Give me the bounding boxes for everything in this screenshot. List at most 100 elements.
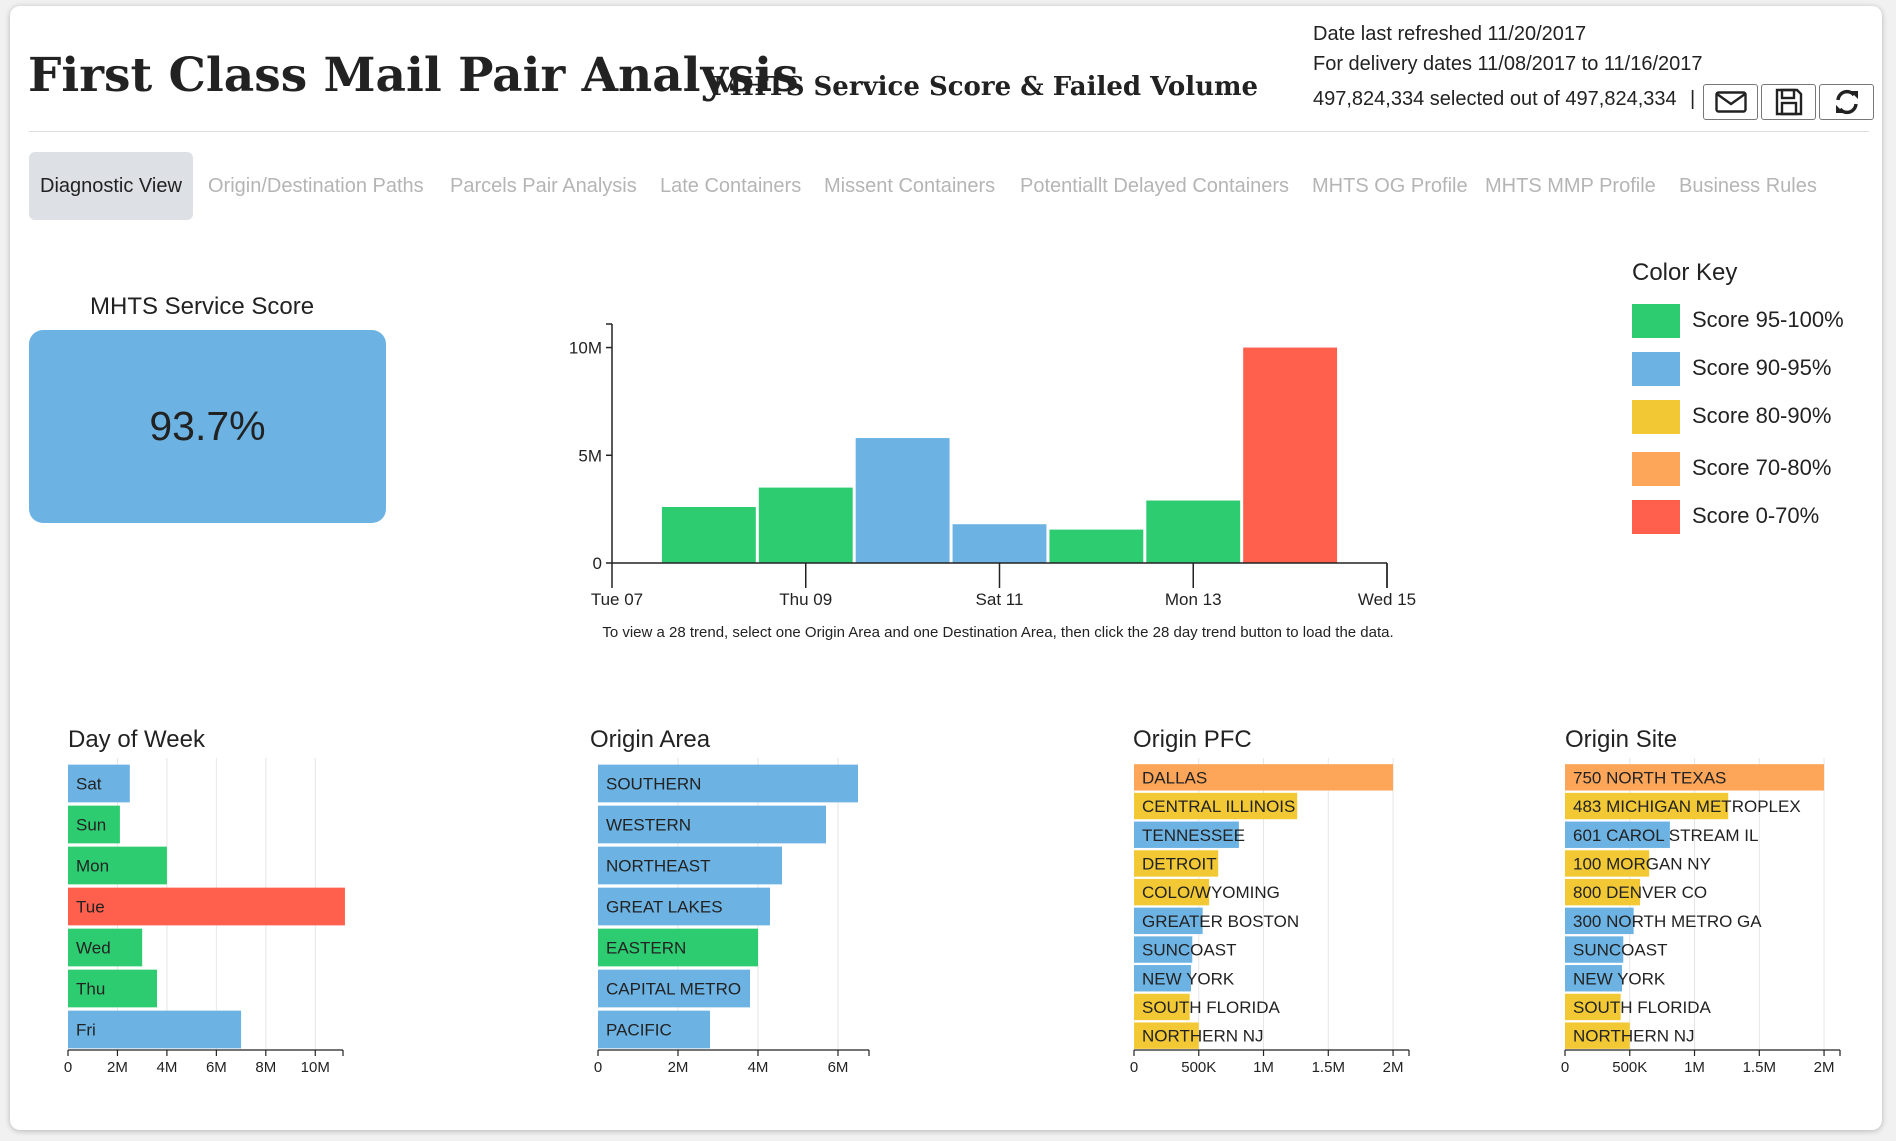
x-tick-label: 4M	[748, 1059, 769, 1076]
bar-800-denver-co	[1565, 878, 1641, 906]
bar-tue	[68, 887, 345, 926]
origin-pfc-chart: DALLAS CENTRAL ILLINOIS TENNESSEE DETROIT CO…	[1130, 758, 1410, 1076]
color-key-swatch-red	[1632, 500, 1680, 534]
bar-greater-boston	[1134, 907, 1203, 935]
bar-south-florida	[1565, 993, 1621, 1021]
bar-sun	[68, 805, 120, 844]
color-key-title: Color Key	[1632, 259, 1738, 286]
origin-area-chart: SOUTHERN WESTERN NORTHEAST GREAT LAKES EASTE…	[594, 758, 870, 1076]
delivery-dates: For delivery dates 11/08/2017 to 11/16/2…	[1313, 53, 1703, 75]
x-tick-label: 0	[1130, 1059, 1138, 1076]
bar-tennessee	[1134, 821, 1239, 848]
bar-label-northern-nj: NORTHERN NJ	[1142, 1027, 1264, 1046]
tab-mhts-mmp-profile[interactable]: MHTS MMP Profile	[1485, 175, 1656, 197]
trend-bar	[952, 524, 1047, 563]
x-tick-label: 500K	[1612, 1059, 1647, 1076]
refresh-date: Date last refreshed 11/20/2017	[1313, 23, 1587, 45]
email-button[interactable]	[1703, 84, 1758, 120]
x-tick-label: 10M	[301, 1059, 330, 1076]
trend-bar	[1049, 529, 1144, 563]
bar-label-sun: Sun	[76, 816, 106, 835]
bar-label-fri: Fri	[76, 1021, 96, 1040]
refresh-button[interactable]	[1819, 84, 1874, 120]
trend-y-tick-label: 5M	[578, 446, 602, 465]
selection-count: 497,824,334 selected out of 497,824,334	[1313, 88, 1677, 110]
bar-northern-nj	[1565, 1022, 1630, 1049]
bar-601-carol-stream-il	[1565, 821, 1670, 848]
bar-label-dallas: DALLAS	[1142, 768, 1207, 787]
bar-dallas	[1134, 764, 1394, 791]
x-tick-label: 0	[1561, 1059, 1569, 1076]
bar-label-western: WESTERN	[606, 816, 691, 835]
x-tick-label: 1.5M	[1743, 1059, 1776, 1076]
color-key-label-red: Score 0-70%	[1692, 503, 1820, 528]
x-tick-label: 1.5M	[1312, 1059, 1345, 1076]
bar-northeast	[598, 846, 782, 885]
bar-label-800-denver-co: 800 DENVER CO	[1573, 883, 1707, 902]
bar-label-sat: Sat	[76, 775, 102, 794]
bar-label-mon: Mon	[76, 857, 109, 876]
bar-suncoast	[1565, 936, 1624, 963]
bar-colo-wyoming	[1134, 878, 1210, 906]
trend-y-tick-label: 0	[593, 554, 602, 573]
tab-origin-destination-paths[interactable]: Origin/Destination Paths	[208, 175, 424, 197]
tab-parcels-pair-analysis[interactable]: Parcels Pair Analysis	[450, 175, 637, 197]
bar-label-new-york: NEW YORK	[1142, 969, 1235, 988]
bar-label-south-florida: SOUTH FLORIDA	[1573, 998, 1712, 1017]
failed-volume-trend-chart: 0 5M 10M Tue 07 Thu 09 Sat 11 Mon 13 Wed 15 To v…	[569, 323, 1416, 641]
save-icon	[1775, 88, 1802, 116]
bar-483-michigan-metroplex	[1565, 792, 1729, 820]
bar-northern-nj	[1134, 1022, 1199, 1049]
bar-great-lakes	[598, 887, 770, 926]
origin-site-chart: 750 NORTH TEXAS 483 MICHIGAN METROPLEX 601…	[1561, 758, 1841, 1076]
color-key-swatch-orange	[1632, 452, 1680, 486]
trend-x-tick-label: Mon 13	[1165, 590, 1222, 609]
tab-diagnostic-view[interactable]: Diagnostic View	[29, 152, 193, 220]
bar-label-pacific: PACIFIC	[606, 1021, 672, 1040]
bar-label-southern: SOUTHERN	[606, 775, 701, 794]
x-tick-label: 2M	[668, 1059, 689, 1076]
score-value: 93.7%	[149, 403, 266, 449]
origin-pfc-title: Origin PFC	[1133, 726, 1252, 753]
trend-x-tick-label: Sat 11	[976, 590, 1024, 609]
color-key-label-yellow: Score 80-90%	[1692, 403, 1832, 428]
x-tick-label: 8M	[255, 1059, 276, 1076]
bar-western	[598, 805, 826, 844]
refresh-icon	[1835, 89, 1858, 115]
color-key-label-orange: Score 70-80%	[1692, 455, 1832, 480]
bar-pacific	[598, 1010, 710, 1049]
score-label: MHTS Service Score	[90, 293, 315, 320]
tab-potentially-delayed-containers[interactable]: Potentiallt Delayed Containers	[1020, 175, 1290, 197]
tab-business-rules[interactable]: Business Rules	[1679, 175, 1817, 197]
color-key-swatch-green	[1632, 304, 1680, 338]
bar-suncoast	[1134, 936, 1193, 963]
bar-south-florida	[1134, 993, 1190, 1021]
tab-late-containers[interactable]: Late Containers	[660, 175, 802, 197]
trend-bar	[758, 487, 853, 563]
tab-mhts-og-profile[interactable]: MHTS OG Profile	[1312, 175, 1468, 197]
x-tick-label: 1M	[1684, 1059, 1705, 1076]
bar-detroit	[1134, 850, 1219, 877]
bar-300-north-metro-ga	[1565, 907, 1634, 935]
header-separator: |	[1690, 88, 1696, 110]
bar-label-great-lakes: GREAT LAKES	[606, 898, 723, 917]
trend-x-tick-label: Wed 15	[1358, 590, 1416, 609]
bar-label-capital-metro: CAPITAL METRO	[606, 980, 741, 999]
origin-site-title: Origin Site	[1565, 726, 1678, 753]
tab-missent-containers[interactable]: Missent Containers	[824, 175, 996, 197]
day-of-week-title: Day of Week	[68, 726, 205, 753]
bar-new-york	[1134, 965, 1191, 992]
x-tick-label: 500K	[1181, 1059, 1216, 1076]
bar-label-detroit: DETROIT	[1142, 854, 1217, 873]
x-tick-label: 2M	[107, 1059, 128, 1076]
trend-bar	[1146, 500, 1241, 563]
x-tick-label: 2M	[1814, 1059, 1835, 1076]
bar-label-suncoast: SUNCOAST	[1573, 941, 1667, 960]
save-button[interactable]	[1761, 84, 1816, 120]
trend-bar	[855, 438, 950, 563]
bar-label-tue: Tue	[76, 898, 105, 917]
color-key-swatch-blue	[1632, 352, 1680, 386]
bar-thu	[68, 969, 158, 1008]
bar-label-new-york: NEW YORK	[1573, 969, 1666, 988]
bar-label-south-florida: SOUTH FLORIDA	[1142, 998, 1281, 1017]
